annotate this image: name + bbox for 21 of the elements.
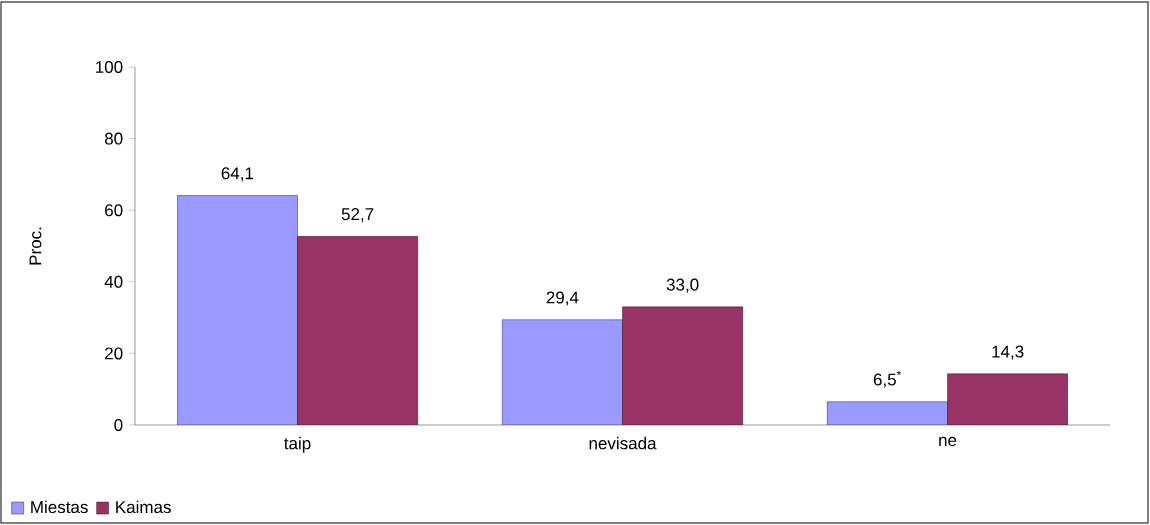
bar (177, 195, 298, 425)
data-label: 14,3 (992, 345, 1024, 360)
data-label: 64,1 (221, 167, 254, 182)
bar (502, 319, 623, 425)
y-tick-label: 0 (114, 418, 123, 432)
data-label: 6,5$^{*}$ (873, 370, 902, 388)
data-label: 52,7 (341, 208, 374, 223)
y-tick-label: 60 (105, 204, 123, 217)
y-tick-label: 100 (96, 60, 123, 74)
y-tick-label: 40 (104, 275, 123, 288)
y-axis-title: Proc. (29, 227, 42, 265)
legend-label: Miestas (31, 500, 88, 514)
x-tick-label: taip (284, 436, 311, 453)
data-label: 33,0 (666, 278, 699, 293)
x-tick-label: nevisada (589, 436, 657, 450)
x-tick-label: ne (939, 436, 957, 447)
y-tick-label: 80 (104, 132, 123, 145)
y-tick-label: 20 (105, 347, 123, 360)
legend-label: Kaimas (116, 500, 171, 514)
data-label: 29,4 (546, 291, 579, 306)
bar (827, 401, 948, 425)
